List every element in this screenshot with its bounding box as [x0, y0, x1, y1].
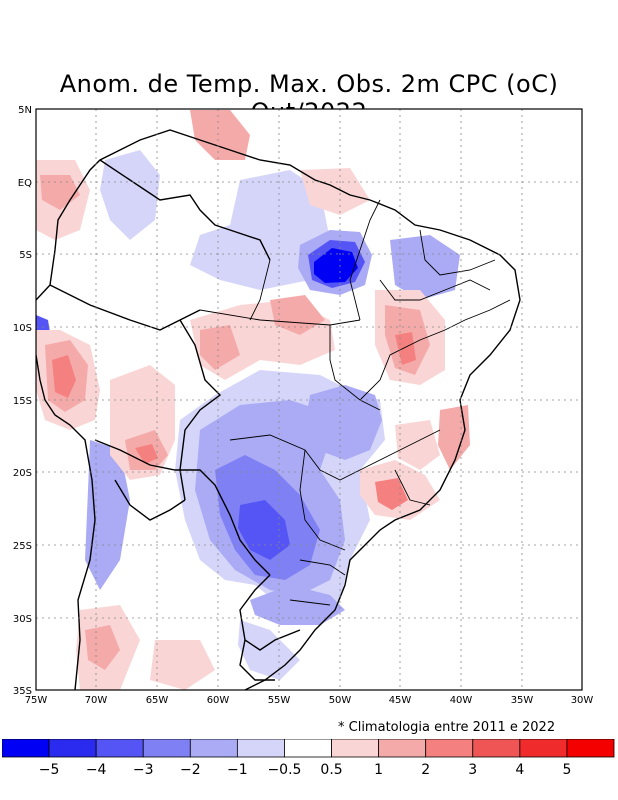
lon-tick: 35W: [511, 695, 534, 706]
colorbar: −5 −4 −3 −2 −1 −0.5 0.5 1 2 3 4 5: [2, 739, 615, 778]
colorbar-labels: −5 −4 −3 −2 −1 −0.5 0.5 1 2 3 4 5: [39, 762, 572, 778]
colorbar-label: −3: [133, 762, 154, 778]
colorbar-swatches: [2, 739, 615, 758]
colorbar-swatch: [331, 739, 380, 758]
lon-tick: 45W: [389, 695, 412, 706]
state-borders: [199, 199, 511, 606]
red-region-mg: [395, 420, 440, 470]
colorbar-label: 0.5: [320, 762, 342, 778]
red-region-mt-2: [200, 325, 240, 370]
colorbar-label: −5: [39, 762, 60, 778]
state-border-6: [299, 449, 346, 551]
colorbar-swatch: [95, 739, 144, 758]
lon-tick: 40W: [450, 695, 473, 706]
lat-tick: 5S: [19, 250, 32, 261]
blue-region-para-max: [314, 248, 358, 283]
south-america-coast: [36, 129, 521, 690]
colorbar-label: −1: [227, 762, 248, 778]
colorbar-swatch: [519, 739, 568, 758]
red-region-sp-2: [375, 478, 408, 510]
anomaly-field: [36, 110, 470, 690]
colorbar-label: −4: [86, 762, 107, 778]
lon-tick: 50W: [329, 695, 352, 706]
colorbar-label: 4: [515, 762, 524, 778]
blue-region-east: [305, 385, 382, 460]
state-border-10: [394, 469, 431, 506]
state-border-8: [359, 299, 511, 401]
colorbar-swatch: [142, 739, 191, 758]
state-border-1: [199, 309, 361, 326]
colorbar-swatch: [48, 739, 97, 758]
country-borders: [36, 129, 521, 690]
lat-tick: EQ: [18, 178, 32, 189]
state-border-4: [379, 279, 491, 301]
red-region-bolivia-3: [135, 444, 158, 464]
colorbar-label: 3: [468, 762, 477, 778]
lat-tick: 10S: [13, 323, 32, 334]
colorbar-swatch: [472, 739, 521, 758]
blue-region-rs: [250, 585, 345, 625]
lon-tick: 30W: [571, 695, 594, 706]
map-frame: [35, 108, 583, 691]
red-region-es: [438, 405, 470, 470]
lon-axis: 75W 70W 65W 60W 55W 50W 45W 40W 35W 30W: [25, 695, 594, 706]
colorbar-label: −0.5: [267, 762, 301, 778]
lat-tick: 25S: [13, 541, 32, 552]
red-region-argentina-2: [85, 625, 120, 670]
graticule: [36, 109, 582, 690]
colorbar-label: 1: [374, 762, 383, 778]
lon-tick: 70W: [85, 695, 108, 706]
colorbar-swatch: [236, 739, 285, 758]
colorbar-label: 2: [421, 762, 430, 778]
colorbar-label: 5: [562, 762, 571, 778]
colorbar-swatch: [189, 739, 238, 758]
red-region-north-2: [300, 168, 370, 215]
state-border-9: [419, 229, 496, 276]
blue-region-ne: [390, 235, 460, 300]
colorbar-swatch: [425, 739, 474, 758]
colorbar-swatch: [566, 739, 615, 758]
colorbar-label: −2: [180, 762, 201, 778]
bolivia-paraguay: [94, 439, 271, 576]
red-region-north-1: [190, 110, 250, 160]
colorbar-swatch: [378, 739, 427, 758]
lat-tick: 5N: [18, 105, 32, 116]
colorbar-swatch: [284, 739, 332, 758]
lat-tick: 35S: [13, 686, 32, 697]
anomaly-map: 5N EQ 5S 10S 15S 20S 25S 30S 35S 75W 70W…: [13, 105, 594, 706]
blue-region-amazon-1: [100, 150, 160, 240]
brazil-west-border: [49, 159, 271, 501]
lon-tick: 75W: [25, 695, 48, 706]
lon-tick: 55W: [268, 695, 291, 706]
colorbar-swatch: [2, 739, 50, 758]
lat-tick: 30S: [13, 614, 32, 625]
lon-tick: 65W: [146, 695, 169, 706]
red-region-argentina-3: [150, 640, 215, 690]
blue-region-amazon-2: [190, 170, 330, 290]
state-border-3: [349, 199, 381, 321]
blue-region-paraguay: [85, 440, 130, 590]
uruguay: [239, 639, 275, 681]
lat-tick: 15S: [13, 396, 32, 407]
red-region-peru-3: [52, 355, 76, 398]
lon-tick: 60W: [207, 695, 230, 706]
lat-axis: 5N EQ 5S 10S 15S 20S 25S 30S 35S: [13, 105, 32, 697]
state-border-5: [229, 429, 441, 481]
red-region-mt-3: [270, 295, 325, 335]
state-border-2: [249, 259, 381, 411]
climatology-note: * Climatologia entre 2011 e 2022: [338, 720, 556, 735]
lat-tick: 20S: [13, 468, 32, 479]
